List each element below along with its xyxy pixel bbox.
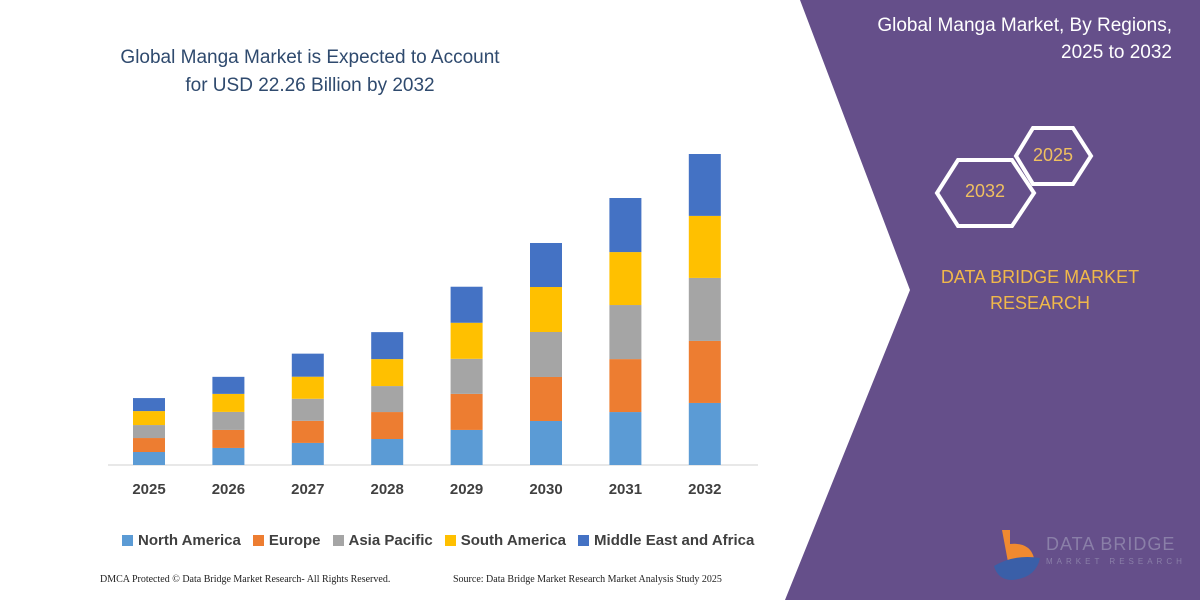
- legend-label: South America: [460, 532, 567, 549]
- legend-swatch: [332, 535, 344, 546]
- x-tick-label: 2026: [212, 481, 245, 498]
- legend-swatch: [252, 535, 264, 546]
- bar-segment-south-america-2028: [371, 359, 404, 387]
- legend-item: Europe: [252, 532, 321, 549]
- logo-subtext: MARKET RESEARCH: [1046, 557, 1186, 566]
- bar-segment-south-america-2025: [133, 411, 165, 426]
- panel-title: Global Manga Market, By Regions, 2025 to…: [877, 15, 1172, 63]
- bar-segment-middle-east-and-africa-2032: [688, 154, 721, 216]
- bar-segment-asia-pacific-2029: [450, 358, 483, 394]
- bar-segment-north-america-2026: [212, 447, 245, 465]
- legend-label: Middle East and Africa: [594, 532, 755, 549]
- bar-segment-asia-pacific-2028: [371, 386, 404, 413]
- bar-segment-asia-pacific-2025: [133, 425, 165, 439]
- bar-segment-north-america-2027: [291, 442, 324, 465]
- legend-item: Asia Pacific: [332, 532, 433, 549]
- bar-segment-north-america-2031: [609, 412, 642, 465]
- bar-segment-europe-2027: [291, 420, 324, 443]
- bar-segment-europe-2031: [609, 359, 642, 413]
- bar-segment-europe-2026: [212, 429, 245, 448]
- bar-segment-middle-east-and-africa-2027: [291, 353, 324, 377]
- x-tick-labels: 2025 2026 2027 2028 2029 2030 2031 2032: [132, 481, 721, 498]
- x-tick-label: 2030: [529, 481, 562, 498]
- legend-item: North America: [122, 532, 241, 549]
- footer-source: Source: Data Bridge Market Research Mark…: [453, 574, 722, 585]
- bar-segment-north-america-2032: [688, 402, 721, 465]
- hexagon-label-2032: 2032: [964, 181, 1006, 201]
- bar-segment-north-america-2028: [371, 439, 404, 465]
- legend-swatch: [444, 535, 456, 546]
- bar-segment-middle-east-and-africa-2031: [609, 198, 642, 253]
- bar-segment-asia-pacific-2030: [530, 331, 562, 377]
- bar-segment-middle-east-and-africa-2026: [212, 376, 245, 394]
- hexagon-label-2025: 2025: [1032, 145, 1074, 165]
- bar-segment-middle-east-and-africa-2029: [450, 286, 483, 323]
- hexagon-2032: [934, 158, 1037, 228]
- bar-segment-north-america-2030: [530, 420, 562, 465]
- logo-icon: [994, 530, 1040, 580]
- bar-segment-south-america-2031: [609, 252, 642, 306]
- legend-label: Asia Pacific: [348, 532, 433, 549]
- x-tick-label: 2025: [132, 481, 165, 498]
- bar-segment-middle-east-and-africa-2030: [530, 242, 562, 288]
- hexagon-2025: [1013, 126, 1094, 186]
- bar-segment-asia-pacific-2026: [212, 411, 245, 430]
- bar-segment-south-america-2026: [212, 393, 245, 412]
- bars: [133, 154, 721, 465]
- legend-item: Middle East and Africa: [578, 532, 754, 549]
- bar-segment-europe-2025: [133, 438, 165, 453]
- bar-segment-middle-east-and-africa-2025: [133, 398, 165, 412]
- x-tick-label: 2031: [609, 481, 642, 498]
- chart-title: Global Manga Market is Expected to Accou…: [120, 47, 500, 96]
- legend-label: Europe: [268, 532, 321, 549]
- bar-segment-south-america-2027: [291, 376, 324, 399]
- bar-segment-europe-2029: [450, 393, 483, 430]
- logo-text: DATA BRIDGE: [1046, 534, 1176, 554]
- bar-segment-europe-2028: [371, 412, 404, 440]
- bar-segment-south-america-2029: [450, 322, 483, 359]
- legend-swatch: [122, 535, 133, 546]
- x-tick-label: 2029: [450, 481, 483, 498]
- legend-item: South America: [444, 532, 567, 549]
- x-tick-label: 2028: [371, 481, 404, 498]
- legend-swatch: [578, 535, 590, 546]
- footer-copyright: DMCA Protected © Data Bridge Market Rese…: [100, 574, 391, 585]
- bar-segment-asia-pacific-2032: [688, 277, 721, 341]
- legend-label: North America: [138, 532, 241, 549]
- bar-segment-south-america-2030: [530, 287, 562, 332]
- bar-segment-north-america-2025: [133, 452, 165, 465]
- x-tick-label: 2027: [291, 481, 324, 498]
- brand-text: DATA BRIDGE MARKET RESEARCH: [940, 267, 1140, 313]
- purple-panel: [785, 0, 1200, 600]
- legend: North America Europe Asia Pacific South …: [122, 532, 754, 549]
- bar-segment-south-america-2032: [688, 215, 721, 278]
- bar-segment-europe-2032: [688, 340, 721, 403]
- bar-segment-north-america-2029: [450, 429, 483, 465]
- bar-segment-asia-pacific-2027: [291, 398, 324, 421]
- bar-segment-europe-2030: [530, 376, 562, 421]
- bar-segment-asia-pacific-2031: [609, 305, 642, 360]
- x-tick-label: 2032: [688, 481, 721, 498]
- bar-segment-middle-east-and-africa-2028: [371, 332, 404, 360]
